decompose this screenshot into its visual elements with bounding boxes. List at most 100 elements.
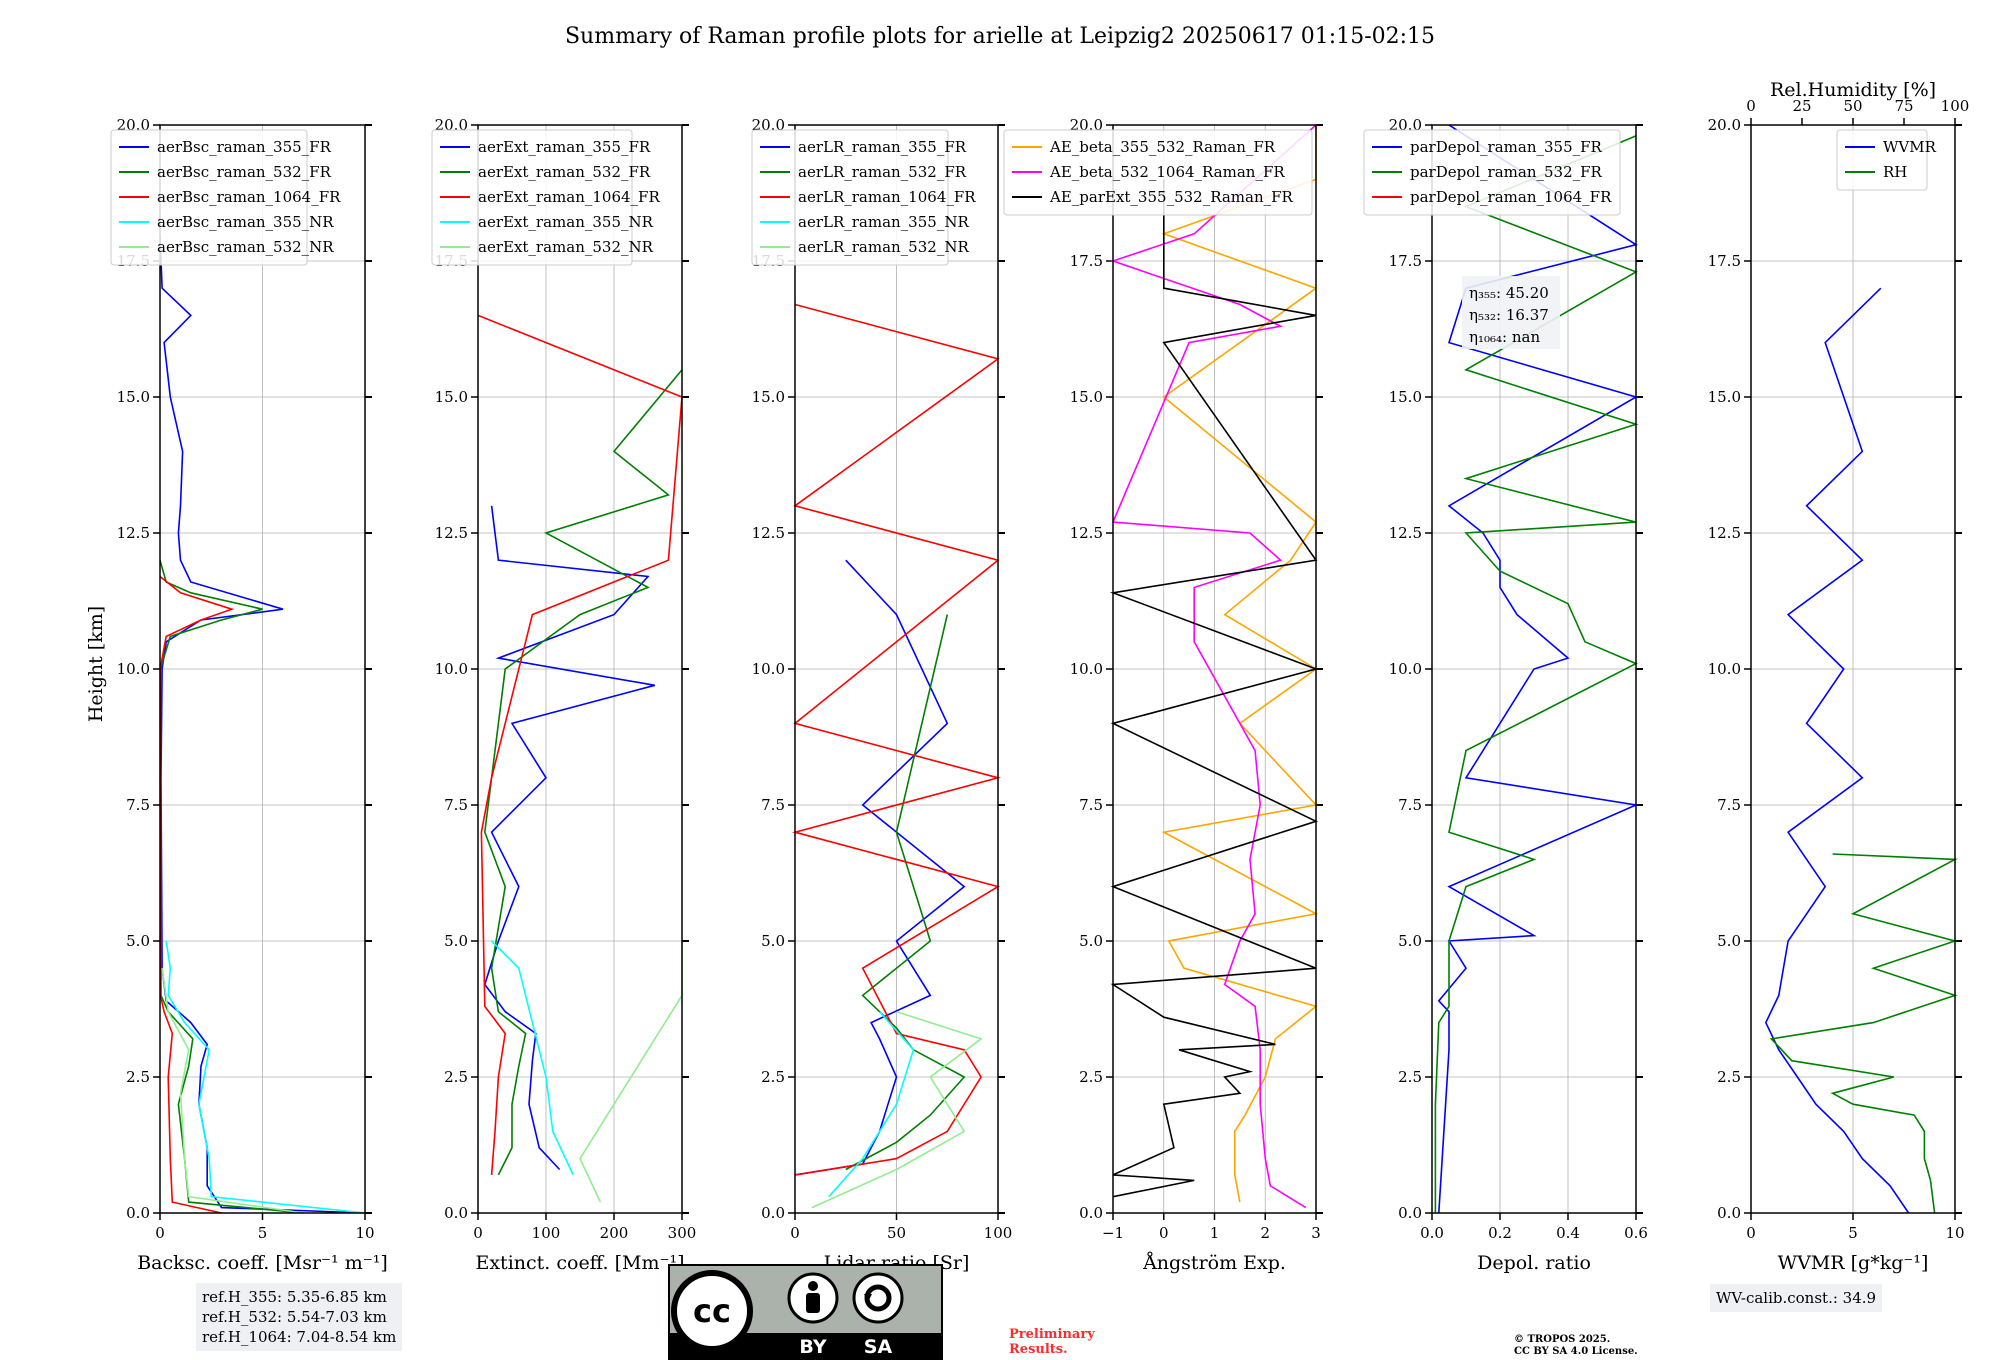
y-tick-label: 15.0 bbox=[117, 388, 150, 406]
legend-entry: aerBsc_raman_532_NR bbox=[157, 238, 334, 256]
x-axis-label: Depol. ratio bbox=[1477, 1252, 1591, 1274]
axes-frame bbox=[477, 124, 683, 1214]
y-tick-label: 15.0 bbox=[1070, 388, 1103, 406]
x-tick-label: 0 bbox=[155, 1224, 165, 1242]
legend-box bbox=[751, 129, 949, 266]
y-tick-label: 15.0 bbox=[435, 388, 468, 406]
y-tick-label: 7.5 bbox=[1717, 796, 1741, 814]
axes-frame bbox=[159, 124, 366, 1214]
sa-share-alike-icon bbox=[852, 1272, 904, 1324]
y-tick-label: 0.0 bbox=[126, 1204, 150, 1222]
y-tick-label: 0.0 bbox=[444, 1204, 468, 1222]
panel-backscatter: 0.02.55.07.510.012.515.017.520.00510Back… bbox=[110, 116, 388, 1274]
x-tick-label: 0.2 bbox=[1488, 1224, 1512, 1242]
legend: AE_beta_355_532_Raman_FR AE_beta_532_1064… bbox=[1003, 129, 1313, 216]
legend-entry: aerBsc_raman_532_FR bbox=[157, 163, 332, 181]
legend-entry: aerExt_raman_355_NR bbox=[478, 213, 654, 231]
legend: aerBsc_raman_355_FR aerBsc_raman_532_FRae… bbox=[110, 129, 341, 266]
legend-box bbox=[1003, 129, 1313, 216]
top-x-axis-label: Rel.Humidity [%] bbox=[1770, 79, 1936, 101]
y-tick-label: 2.5 bbox=[126, 1068, 150, 1086]
y-tick-label: 0.0 bbox=[761, 1204, 785, 1222]
axes-frame bbox=[1750, 124, 1956, 1214]
x-tick-label: 3 bbox=[1311, 1224, 1321, 1242]
x-axis-label: Backsc. coeff. [Msr⁻¹ m⁻¹] bbox=[137, 1252, 388, 1274]
panel-angstrom: 0.02.55.07.510.012.515.017.520.0−1 0 1 2 3Ån… bbox=[1003, 116, 1323, 1274]
x-tick-label: 0.4 bbox=[1556, 1224, 1580, 1242]
y-tick-label: 0.0 bbox=[1079, 1204, 1103, 1222]
x-tick-label: 0 bbox=[790, 1224, 800, 1242]
series-AE_beta_532_1064_Raman_FR bbox=[1110, 124, 1317, 1209]
x-tick-label: 0 bbox=[1159, 1224, 1169, 1242]
sa-label: SA bbox=[864, 1336, 893, 1358]
x-tick-label: 10 bbox=[1945, 1224, 1964, 1242]
series-aerBsc_raman_532_NR bbox=[161, 968, 304, 1214]
y-tick-label: 10.0 bbox=[1070, 660, 1103, 678]
y-tick-label: 10.0 bbox=[117, 660, 150, 678]
y-tick-label: 12.5 bbox=[1070, 524, 1103, 542]
y-tick-label: 5.0 bbox=[444, 932, 468, 950]
legend-entry: aerBsc_raman_355_FR bbox=[157, 138, 332, 156]
preliminary-results-note: Preliminary Results. bbox=[1009, 1327, 1095, 1357]
ref-height-355: ref.H_355: 5.35-6.85 km bbox=[202, 1288, 387, 1306]
x-tick-label: 5 bbox=[258, 1224, 268, 1242]
legend-entry: aerLR_raman_355_FR bbox=[798, 138, 967, 156]
y-tick-label: 0.0 bbox=[1398, 1204, 1422, 1222]
y-tick-label: 2.5 bbox=[1398, 1068, 1422, 1086]
legend-entry: aerExt_raman_532_NR bbox=[478, 238, 654, 256]
series-aerExt_raman_532_FR bbox=[483, 369, 683, 1176]
cc-logo-icon: cc bbox=[671, 1270, 753, 1352]
legend: aerExt_raman_355_FR aerExt_raman_532_FRae… bbox=[431, 129, 660, 266]
axes-frame bbox=[1112, 124, 1317, 1214]
y-tick-label: 2.5 bbox=[761, 1068, 785, 1086]
x-tick-label: 10 bbox=[355, 1224, 374, 1242]
y-tick-label: 15.0 bbox=[752, 388, 785, 406]
series-WVMR bbox=[1764, 287, 1910, 1214]
eta-annotation: η₃₅₅: 45.20 η₅₃₂: 16.37 η₁₀₆₄: nan bbox=[1462, 276, 1560, 349]
series-aerExt_raman_355_FR bbox=[483, 505, 656, 1171]
y-axis-label: Height [km] bbox=[85, 606, 107, 722]
x-tick-label: 0 bbox=[1746, 1224, 1756, 1242]
preliminary-line-2: Results. bbox=[1009, 1342, 1068, 1357]
legend-entry: parDepol_raman_355_FR bbox=[1410, 138, 1603, 156]
by-label: BY bbox=[799, 1336, 826, 1358]
x-tick-label: 1 bbox=[1210, 1224, 1220, 1242]
legend: aerLR_raman_355_FR aerLR_raman_532_FR aerL… bbox=[751, 129, 976, 266]
top-x-tick-label: 50 bbox=[1843, 97, 1862, 115]
y-tick-label: 2.5 bbox=[1079, 1068, 1103, 1086]
series-aerLR_raman_355_NR bbox=[828, 1011, 915, 1198]
y-tick-label: 7.5 bbox=[444, 796, 468, 814]
series-aerExt_raman_1064_FR bbox=[477, 314, 683, 1175]
y-tick-label: 12.5 bbox=[1389, 524, 1422, 542]
wv-calib-box: WV-calib.const.: 34.9 bbox=[1710, 1284, 1883, 1312]
x-tick-label: 50 bbox=[887, 1224, 906, 1242]
legend-entry: aerLR_raman_532_NR bbox=[798, 238, 969, 256]
series-parDepol_raman_532_FR bbox=[1434, 135, 1639, 1213]
preliminary-line-1: Preliminary bbox=[1009, 1327, 1095, 1342]
cc-logo-text: cc bbox=[693, 1292, 731, 1330]
legend-entry: aerExt_raman_355_FR bbox=[478, 138, 651, 156]
legend: parDepol_raman_355_FR parDepol_raman_532_… bbox=[1363, 129, 1621, 216]
eta-line: η₁₀₆₄: nan bbox=[1469, 328, 1540, 346]
y-tick-label: 5.0 bbox=[761, 932, 785, 950]
y-tick-label: 17.5 bbox=[1708, 252, 1741, 270]
figure-title: Summary of Raman profile plots for ariel… bbox=[565, 24, 1435, 49]
x-tick-label: 2 bbox=[1260, 1224, 1270, 1242]
top-x-tick-label: 100 bbox=[1941, 97, 1970, 115]
x-tick-label: 0.6 bbox=[1624, 1224, 1648, 1242]
y-tick-label: 5.0 bbox=[1079, 932, 1103, 950]
legend-entry: parDepol_raman_532_FR bbox=[1410, 163, 1603, 181]
legend-box bbox=[431, 129, 633, 266]
by-person-icon bbox=[787, 1272, 839, 1324]
x-axis-label: Extinct. coeff. [Mm⁻¹] bbox=[475, 1252, 684, 1274]
x-axis-label: WVMR [g*kg⁻¹] bbox=[1778, 1252, 1929, 1274]
panel-extinction: 0.02.55.07.510.012.515.017.520.001002003… bbox=[431, 116, 696, 1274]
y-tick-label: 12.5 bbox=[117, 524, 150, 542]
legend-entry: aerExt_raman_1064_FR bbox=[478, 188, 660, 206]
legend-entry: AE_beta_355_532_Raman_FR bbox=[1049, 138, 1276, 156]
panels: 0.02.55.07.510.012.515.017.520.00510Back… bbox=[110, 79, 1970, 1274]
copyright-line-2: CC BY SA 4.0 License. bbox=[1514, 1346, 1638, 1357]
series-parDepol_raman_355_FR bbox=[1437, 124, 1639, 1214]
series-aerBsc_raman_1064_FR bbox=[159, 575, 235, 1214]
